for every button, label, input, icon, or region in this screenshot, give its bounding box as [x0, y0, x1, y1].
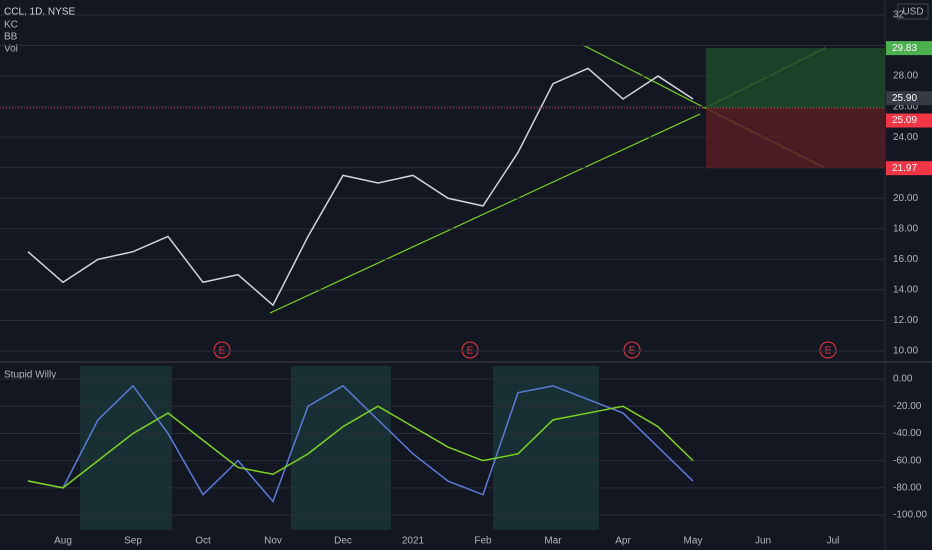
y-tick-label: 18.00: [893, 223, 918, 234]
x-tick-label: Sep: [124, 536, 142, 547]
x-tick-label: Oct: [195, 536, 211, 547]
price-label-box: [886, 161, 932, 176]
indicator-title: Stupid Willy: [4, 370, 56, 381]
x-tick-label: Aug: [54, 536, 72, 547]
price-label-box: [886, 91, 932, 106]
y-tick-label: -20.00: [893, 401, 922, 412]
x-tick-label: May: [684, 536, 703, 547]
earnings-marker: [623, 341, 641, 359]
y-tick-label: 24.00: [893, 132, 918, 143]
x-tick-label: 2021: [402, 536, 425, 547]
price-label-box: [886, 41, 932, 56]
x-tick-label: Mar: [544, 536, 562, 547]
zone: [80, 366, 172, 530]
x-tick-label: Jun: [755, 536, 771, 547]
indicator: Vol: [4, 44, 18, 55]
y-tick-label: -80.00: [893, 482, 922, 493]
zone: [291, 366, 391, 530]
currency-box: [897, 3, 929, 20]
y-tick-label: 10.00: [893, 346, 918, 357]
y-tick-label: 28.00: [893, 71, 918, 82]
series-line: [27, 67, 694, 307]
indicator: BB: [4, 32, 18, 43]
oscillator-zones: [80, 366, 599, 530]
trend-line: [269, 113, 701, 314]
price-label: 25.09: [892, 115, 917, 126]
currency: USD: [902, 7, 923, 18]
y-tick-label: -100.00: [893, 510, 927, 521]
y-tick-label: -60.00: [893, 455, 922, 466]
y-tick-label: 0.00: [893, 374, 913, 385]
earnings-marker: [819, 341, 837, 359]
x-tick-label: Feb: [474, 536, 492, 547]
indicator: KC: [4, 20, 18, 31]
x-tick-label: Dec: [334, 536, 352, 547]
earnings-marker: [213, 341, 231, 359]
price-label: 29.83: [892, 43, 917, 54]
earnings-marker: [461, 341, 479, 359]
x-tick-label: Apr: [615, 536, 631, 547]
profit-zone: [706, 48, 885, 109]
price-label: 21.97: [892, 163, 917, 174]
y-tick-label: 12.00: [893, 315, 918, 326]
y-tick-label: 16.00: [893, 254, 918, 265]
y-tick-label: 14.00: [893, 285, 918, 296]
price-label-box: [886, 113, 932, 128]
x-tick-label: Jul: [827, 536, 840, 547]
loss-zone: [706, 108, 885, 169]
y-tick-label: 20.00: [893, 193, 918, 204]
y-tick-label: 32: [893, 10, 905, 21]
zone: [493, 366, 599, 530]
series-line: [27, 384, 694, 503]
y-tick-label: 26.00: [893, 101, 918, 112]
price-label: 25.90: [892, 93, 917, 104]
x-tick-label: Nov: [264, 536, 282, 547]
series-line: [27, 405, 694, 489]
y-tick-label: -40.00: [893, 428, 922, 439]
symbol: CCL, 1D, NYSE: [4, 7, 75, 18]
